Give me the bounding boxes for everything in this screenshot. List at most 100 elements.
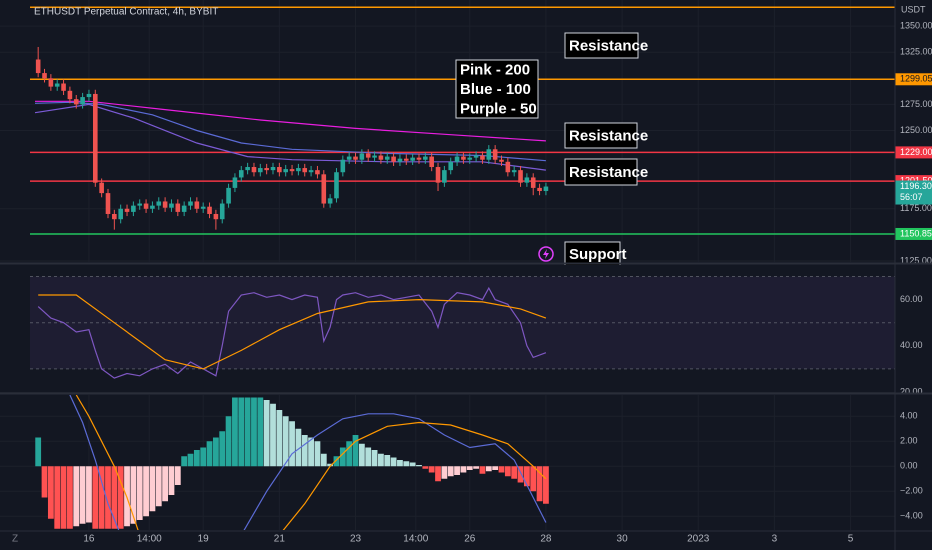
candle-body [270,167,276,171]
histogram-bar [460,466,467,473]
y-tick-label: 1275.00 [900,99,932,109]
indicator-line [34,101,546,162]
candle-body [226,187,231,204]
candle-body [524,177,530,183]
annotation-box [564,32,639,59]
histogram-bar [168,466,175,495]
histogram-bar [149,466,156,512]
candle-body [238,170,244,178]
candle-body [308,170,314,173]
histogram-bar [320,453,327,467]
candle-body [150,205,155,209]
price-tag-label: 1229.00 [900,147,932,157]
x-tick-label: 14:00 [403,534,428,545]
histogram-bar [41,466,48,498]
candle-body [48,78,54,87]
histogram-bar [352,435,359,467]
histogram-bar [339,447,346,467]
histogram-bar [441,466,448,479]
candle-body [499,159,504,162]
candle-body [480,155,485,160]
y-tick-label: 4.00 [900,411,918,421]
candle-body [175,203,181,212]
candle-body [448,161,454,171]
candle-body [359,153,365,160]
histogram-bar [117,466,124,529]
annotation-box [564,241,621,267]
x-tick-label: 14:00 [137,534,162,545]
histogram-bar [187,453,194,467]
annotation-text: Blue - 100 [460,81,531,98]
candle-body [378,155,384,160]
histogram-bar [105,466,111,529]
candle-body [156,201,162,206]
histogram-bar [111,466,118,529]
histogram-bar [67,466,73,529]
histogram-bar [162,466,169,502]
histogram-bar [473,466,480,469]
candle-body [315,170,320,175]
price-tag-label: 1299.05 [900,74,932,84]
indicator-line [38,294,547,370]
candle-body [467,157,473,160]
histogram-bar [282,416,289,467]
alert-icon [538,246,554,262]
candle-body [429,156,434,168]
candle-body [391,156,396,162]
histogram-bar [47,466,54,519]
x-tick-label: 3 [772,534,778,545]
annotation-box [564,122,638,149]
histogram-bar [543,466,549,504]
indicator-line [37,286,547,379]
candle-body [194,201,200,209]
x-tick-label: 23 [350,534,362,545]
candle-body [137,203,143,206]
candle-body [245,167,250,171]
histogram-bar [289,421,295,467]
indicator-line [69,395,547,530]
y-tick-label: 2.00 [900,436,918,446]
histogram-bar [238,397,245,467]
annotation-text: Resistance [569,164,648,181]
histogram-bar [485,466,492,472]
annotation-text: Purple - 50 [460,100,537,117]
histogram-bar [384,455,391,467]
histogram-bar [308,437,314,467]
candle-body [42,73,47,79]
histogram-bar [517,466,524,483]
histogram-bar [314,441,321,467]
candle-body [492,149,498,160]
histogram-bar [523,466,530,487]
candle-body [302,168,308,173]
histogram-bar [79,466,86,524]
price-tag [895,227,932,240]
candle-body [188,201,193,206]
candle-body [264,168,269,171]
histogram-bar [301,435,308,467]
indicator-line [75,395,547,530]
x-tick-label: 28 [540,534,552,545]
histogram-bar [206,441,213,467]
histogram-bar [466,466,473,470]
y-tick-label: 40.00 [900,340,923,350]
candle-body [473,155,479,158]
candle-body [327,198,333,204]
axis-unit: USDT [901,4,926,14]
histogram-bar [371,450,378,467]
annotation-text: Resistance [569,37,648,54]
histogram-bar [403,461,410,467]
candle-body [289,169,295,172]
histogram-bar [270,403,276,467]
histogram-bar [390,457,397,467]
histogram-bar [365,447,372,467]
histogram-bar [212,437,219,467]
candle-body [80,97,85,105]
candle-body [162,201,168,208]
histogram-bar [35,437,42,467]
histogram-bar [536,466,543,502]
candle-body [169,203,174,208]
candle-body [118,208,123,220]
